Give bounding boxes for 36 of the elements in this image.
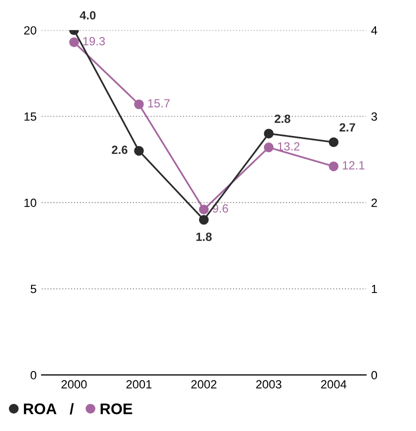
y2-tick-label: 2 <box>372 198 377 207</box>
data-label: 13.2 <box>278 142 300 151</box>
point <box>198 204 209 214</box>
data-label: 4.0 <box>80 11 96 20</box>
data-label: 12.1 <box>342 161 364 170</box>
x-tick-label: 2002 <box>191 380 216 389</box>
y-tick-label: 0 <box>30 371 36 380</box>
data-label: 2.7 <box>340 123 356 132</box>
y-tick-label: 15 <box>24 112 36 121</box>
y-tick-label: 10 <box>24 198 36 207</box>
data-label: 19.3 <box>83 37 105 46</box>
point <box>69 37 79 48</box>
y2-tick-label: 4 <box>371 26 378 34</box>
point <box>134 99 144 110</box>
data-label: 1.8 <box>196 232 212 241</box>
legend-label: ROA <box>24 403 56 414</box>
y-tick-label: 20 <box>24 26 36 35</box>
point <box>264 142 274 152</box>
x-tick-label: 2000 <box>62 380 87 389</box>
point <box>328 162 338 172</box>
point <box>134 146 144 156</box>
text: / <box>70 403 74 415</box>
x-tick-label: 2004 <box>321 380 346 389</box>
point <box>328 137 338 148</box>
legend-label: ROE <box>100 403 132 414</box>
y-tick-label: 5 <box>30 284 36 294</box>
x-tick-label: 2001 <box>126 380 152 389</box>
point <box>198 214 209 225</box>
data-label: 15.7 <box>148 99 170 108</box>
x-tick-label: 2003 <box>256 380 282 389</box>
y2-tick-label: 0 <box>371 371 378 380</box>
data-label: 2.8 <box>274 114 290 123</box>
data-label: 2.6 <box>112 146 128 154</box>
point <box>264 128 274 138</box>
y2-tick-label: 3 <box>371 112 377 121</box>
y2-tick-label: 1 <box>372 284 377 294</box>
